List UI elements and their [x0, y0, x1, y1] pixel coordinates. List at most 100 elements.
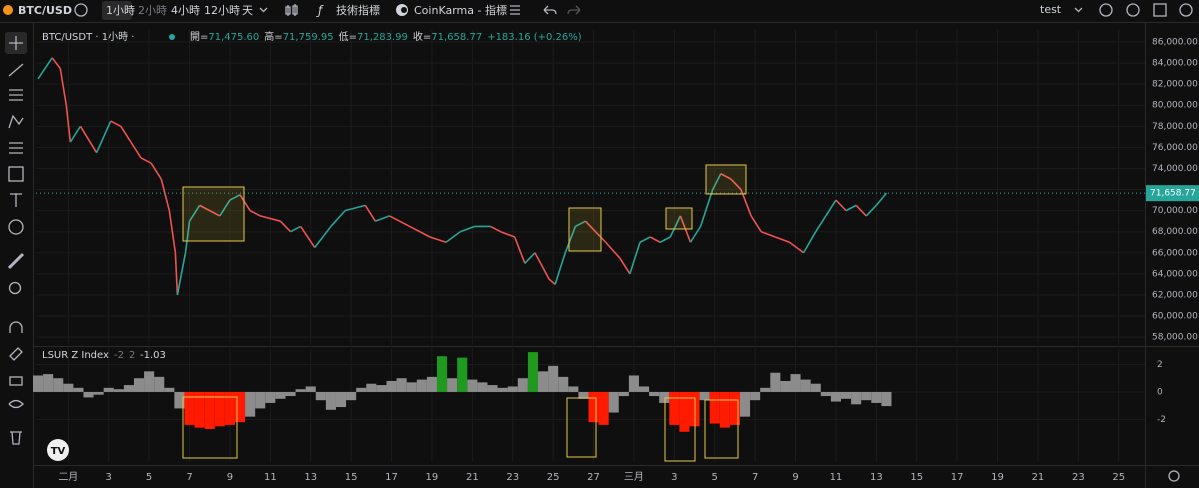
- price-segment: [229, 194, 241, 201]
- y-tick-label: 80,000.00: [1152, 101, 1198, 111]
- z-bar: [750, 391, 761, 401]
- z-bar: [659, 391, 670, 403]
- x-tick-label: 27: [587, 472, 600, 483]
- z-bar: [881, 391, 892, 407]
- z-bar: [123, 385, 134, 392]
- zoom-tool[interactable]: [8, 281, 22, 295]
- x-tick-label: 17: [951, 472, 964, 483]
- x-tick-label: 二月: [58, 471, 78, 483]
- line-tool[interactable]: [8, 63, 24, 77]
- z-bar: [699, 391, 710, 401]
- z-bar: [851, 391, 862, 405]
- z-bar: [790, 374, 801, 392]
- price-segment: [199, 204, 211, 212]
- z-bar: [386, 380, 397, 392]
- indicator-name: LSUR Z Index: [42, 350, 109, 361]
- interval[interactable]: 2小時: [138, 4, 167, 17]
- price-segment: [389, 215, 411, 228]
- interval-menu[interactable]: [259, 7, 268, 13]
- z-bar: [245, 391, 256, 417]
- indicators[interactable]: 技術指標: [336, 3, 380, 17]
- delete-tool[interactable]: [10, 431, 22, 445]
- z-bar: [618, 391, 629, 397]
- logo-mark: TV: [51, 446, 66, 457]
- script-name[interactable]: CoinKarma - 指標: [414, 3, 507, 17]
- interval[interactable]: 12小時: [204, 4, 240, 17]
- price-segment: [815, 215, 827, 233]
- z-bar: [174, 391, 185, 409]
- highlight-box: [664, 397, 696, 462]
- y-tick-label: 2: [1157, 360, 1163, 370]
- magnet-tool[interactable]: [9, 321, 23, 333]
- symbol[interactable]: BTC/USD: [18, 4, 72, 17]
- price-segment: [629, 242, 641, 275]
- icon-tool[interactable]: [8, 219, 24, 235]
- interval[interactable]: 天: [242, 4, 253, 17]
- indicator-legend: LSUR Z Index -2 2 -1.03: [42, 350, 166, 361]
- price-segment: [65, 105, 72, 143]
- logo: [47, 439, 69, 461]
- z-bar: [335, 391, 347, 408]
- interval[interactable]: 4小時: [171, 4, 200, 17]
- price-segment: [184, 221, 191, 253]
- fx-icon[interactable]: ƒ: [316, 4, 324, 18]
- price-segment: [51, 57, 61, 69]
- layout-name[interactable]: test: [1040, 3, 1062, 16]
- visibility-tool[interactable]: [8, 399, 24, 409]
- undo[interactable]: [543, 5, 557, 15]
- settings[interactable]: [1126, 3, 1140, 17]
- z-bar: [426, 376, 437, 392]
- z-bar: [103, 387, 114, 392]
- fullscreen[interactable]: [1153, 3, 1167, 17]
- price-segment: [59, 68, 68, 106]
- price-segment: [299, 225, 316, 248]
- axis-settings[interactable]: [1168, 470, 1180, 482]
- measure-tool[interactable]: [7, 252, 25, 270]
- z-bar: [325, 391, 336, 410]
- ohlc-label: 高=: [264, 30, 282, 43]
- price-segment: [500, 230, 516, 238]
- highlight-box: [566, 397, 597, 458]
- z-bar: [265, 391, 276, 403]
- pattern-tool[interactable]: [8, 114, 24, 129]
- ohlc-value: 71,658.77: [431, 32, 482, 43]
- x-tick-label: 21: [1032, 472, 1045, 483]
- z-bar: [275, 391, 286, 399]
- lock-tool[interactable]: [9, 376, 23, 386]
- snapshot[interactable]: [1179, 3, 1193, 17]
- price-segment: [669, 215, 682, 238]
- highlight-box: [665, 207, 693, 230]
- price-segment: [150, 162, 162, 180]
- crosshair-tool[interactable]: [9, 36, 23, 50]
- text-tool[interactable]: [10, 193, 22, 207]
- fib-tool[interactable]: [9, 89, 23, 101]
- price-segment: [788, 241, 805, 254]
- y-tick-label: 82,000.00: [1152, 80, 1198, 90]
- highlight-box: [568, 207, 602, 252]
- search[interactable]: [1099, 3, 1113, 17]
- x-tick-label: 23: [506, 472, 519, 483]
- interval[interactable]: 1小時: [106, 4, 135, 17]
- price-segment: [619, 257, 631, 275]
- price-segment: [534, 252, 550, 280]
- price-segment: [409, 225, 431, 238]
- price-segment: [110, 120, 122, 128]
- add-symbol[interactable]: [74, 3, 88, 17]
- price-segment: [330, 210, 346, 227]
- z-bar: [224, 391, 235, 425]
- y-tick-label: 68,000.00: [1152, 227, 1198, 237]
- ohlc-value: 71,759.95: [283, 32, 334, 43]
- chart-type[interactable]: [285, 4, 298, 16]
- layout-menu[interactable]: [1074, 7, 1083, 13]
- x-tick-label: 3: [106, 472, 112, 483]
- z-bar: [32, 375, 44, 392]
- left-toolbar: [5, 23, 34, 488]
- x-tick-label: 5: [146, 472, 152, 483]
- shape-tool[interactable]: [8, 166, 24, 182]
- ohlc-label: 低=: [339, 30, 357, 43]
- stay-drawing[interactable]: [9, 347, 23, 361]
- menu[interactable]: [510, 5, 520, 15]
- redo[interactable]: [567, 5, 581, 15]
- forecast-tool[interactable]: [9, 142, 23, 154]
- y-tick-label: 62,000.00: [1152, 290, 1198, 300]
